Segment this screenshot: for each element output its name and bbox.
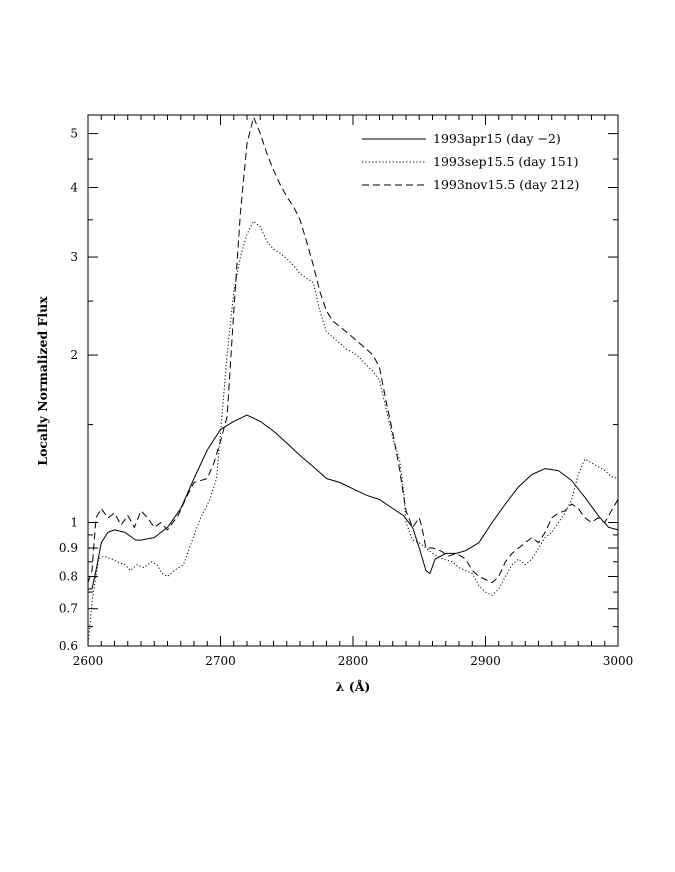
y-tick-label: 5 xyxy=(70,127,78,141)
x-tick-label: 3000 xyxy=(603,654,634,668)
y-tick-label: 0.6 xyxy=(59,639,78,653)
y-tick-label: 4 xyxy=(70,181,78,195)
y-axis-label: Locally Normalized Flux xyxy=(35,296,50,466)
y-axis-ticks: 0.6 0.7 0.8 0.9 1 2 3 4 5 xyxy=(59,127,618,653)
y-tick-label: 0.8 xyxy=(59,569,78,583)
x-tick-label: 2900 xyxy=(470,654,501,668)
series-layer xyxy=(87,116,619,647)
legend-label-1: 1993apr15 (day −2) xyxy=(433,131,561,146)
x-tick-label: 2600 xyxy=(73,654,104,668)
x-tick-label: 2800 xyxy=(338,654,369,668)
legend: 1993apr15 (day −2) 1993sep15.5 (day 151) 1… xyxy=(362,131,579,192)
x-axis-label: λ (Å) xyxy=(336,679,371,694)
x-axis-ticks: 2600 2700 2800 2900 3000 xyxy=(73,115,634,668)
y-tick-label: 2 xyxy=(70,348,78,362)
y-tick-label: 0.7 xyxy=(59,602,78,616)
series-line-1 xyxy=(88,414,619,590)
series-line-3 xyxy=(87,116,619,584)
y-tick-label: 0.9 xyxy=(59,541,78,555)
y-tick-label: 1 xyxy=(70,516,78,530)
y-tick-label: 3 xyxy=(70,250,78,264)
legend-label-2: 1993sep15.5 (day 151) xyxy=(433,154,579,169)
plot-frame xyxy=(87,114,619,647)
legend-label-3: 1993nov15.5 (day 212) xyxy=(433,177,579,192)
x-tick-label: 2700 xyxy=(205,654,236,668)
series-line-2 xyxy=(87,220,619,647)
